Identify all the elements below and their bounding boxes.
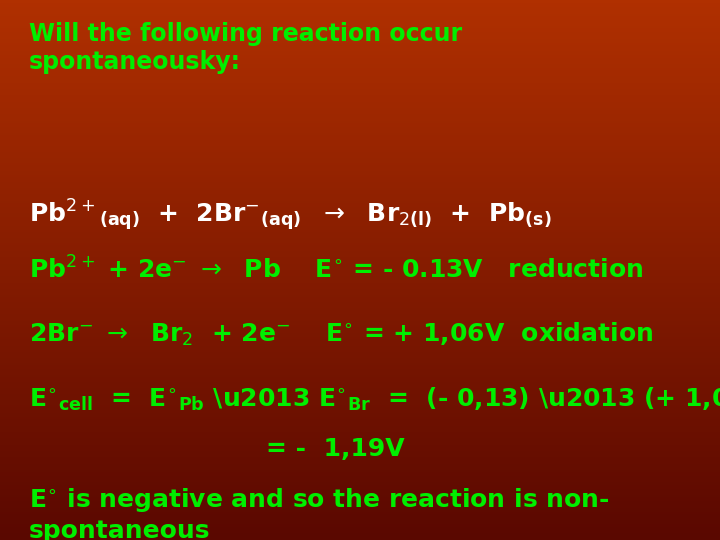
Text: = -  1,19V: = - 1,19V bbox=[266, 437, 405, 461]
Text: E$^{\circ}$ is negative and so the reaction is non-
spontaneous: E$^{\circ}$ is negative and so the react… bbox=[29, 486, 609, 540]
Text: 2Br$^{-}$ $\rightarrow$  Br$_{2}$  + 2e$^{-}$    E$^{\circ}$ = + 1,06V  oxidatio: 2Br$^{-}$ $\rightarrow$ Br$_{2}$ + 2e$^{… bbox=[29, 321, 653, 348]
Text: Will the following reaction occur
spontaneousky:: Will the following reaction occur sponta… bbox=[29, 22, 462, 75]
Text: Pb$^{2+}$ + 2e$^{-}$ $\rightarrow$  Pb    E$^{\circ}$ = - 0.13V   reduction: Pb$^{2+}$ + 2e$^{-}$ $\rightarrow$ Pb E$… bbox=[29, 256, 643, 284]
Text: E$^{\circ}$$_{\mathregular{cell}}$  =  E$^{\circ}$$_{\mathregular{Pb}}$ \u2013 E: E$^{\circ}$$_{\mathregular{cell}}$ = E$^… bbox=[29, 386, 720, 413]
Text: Pb$^{2+}$$_{\mathregular{(aq)}}$  +  2Br$^{-}$$_{\mathregular{(aq)}}$  $\rightar: Pb$^{2+}$$_{\mathregular{(aq)}}$ + 2Br$^… bbox=[29, 197, 552, 233]
